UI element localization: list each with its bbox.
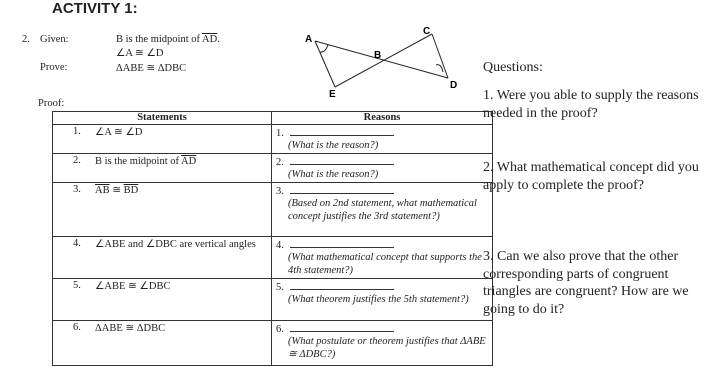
given-2: ∠A ≅ ∠D [116, 48, 164, 59]
prove: ΔABE ≅ ΔDBC [116, 63, 187, 74]
given-text: B is the midpoint of [116, 34, 200, 45]
questions-title: Questions: [483, 60, 543, 75]
blank [289, 155, 394, 165]
statement: ∠ABE and ∠DBC are vertical angles [77, 238, 267, 251]
problem-number: 2. [22, 34, 30, 45]
reason-line: 4. [276, 238, 488, 251]
hint: (Based on 2nd statement, what mathematic… [288, 198, 477, 222]
question: 3. Can we also prove that the other corr… [483, 249, 689, 317]
reason-line: 3. [276, 184, 488, 197]
statement: B is the midpoint of AD [77, 155, 267, 168]
header: Statements [52, 111, 272, 125]
blank [289, 238, 394, 248]
label: C [423, 26, 430, 37]
statement-cell: 6. ΔABE ≅ ΔDBC [52, 320, 272, 366]
hint: (What theorem justifies the 5th statemen… [288, 294, 469, 305]
reason-cell: 6. (What postulate or theorem justifies t… [271, 320, 493, 366]
hint: (What mathematical concept that supports… [288, 252, 482, 276]
label: B [374, 50, 381, 61]
proof-table: Statements Reasons 1. ∠A ≅ ∠D 1. (What is th… [52, 111, 493, 366]
segment: AD [202, 34, 218, 45]
title: ACTIVITY 1: [52, 0, 138, 17]
reason-line: 6. [276, 322, 488, 335]
blank [289, 184, 394, 194]
blank [289, 322, 394, 332]
segment: BD [123, 185, 139, 196]
statement-cell: 5. ∠ABE ≅ ∠DBC [52, 278, 272, 321]
label: A [305, 34, 312, 45]
statement-cell: 1. ∠A ≅ ∠D [52, 124, 272, 154]
connector: ≅ [112, 185, 122, 196]
diagram: A B C D E [305, 26, 457, 100]
row-number: 3. [73, 184, 81, 195]
given-label: Given: [40, 34, 69, 45]
reason-cell: 4. (What mathematical concept that suppor… [271, 236, 493, 279]
reason-line: 5. [276, 280, 488, 293]
given-1: B is the midpoint of AD. [116, 34, 220, 45]
reason-number: 2. [276, 157, 284, 168]
question: 2. What mathematical concept did you app… [483, 160, 699, 193]
label: E [329, 89, 336, 100]
segment: AB [95, 185, 110, 196]
row-number: 5. [73, 280, 81, 291]
reason-cell: 2. (What is the reason?) [271, 153, 493, 183]
hint: (What is the reason?) [288, 169, 379, 180]
statement-cell: 4. ∠ABE and ∠DBC are vertical angles [52, 236, 272, 279]
blank [289, 280, 394, 290]
reason-number: 4. [276, 240, 284, 251]
reason-number: 6. [276, 324, 284, 335]
statement: ∠ABE ≅ ∠DBC [77, 280, 267, 293]
row: 5. ∠ABE ≅ ∠DBC 5. (What theorem justifies t… [52, 278, 493, 321]
blank [289, 126, 394, 136]
statement-text: B is the midpoint of [95, 156, 179, 167]
header: Reasons [271, 111, 493, 125]
segment: AD [181, 156, 197, 167]
reason-number: 3. [276, 186, 284, 197]
question: 1. Were you able to supply the reasons n… [483, 88, 699, 121]
reason-line: 2. [276, 155, 488, 168]
statement-cell: 2. B is the midpoint of AD [52, 153, 272, 183]
statement-text: ΔABE ≅ ΔDBC [95, 323, 166, 334]
reason-cell: 5. (What theorem justifies the 5th statem… [271, 278, 493, 321]
label: D [450, 80, 457, 91]
row: 1. ∠A ≅ ∠D 1. (What is the reason?) [52, 124, 493, 154]
row-number: 1. [73, 126, 81, 137]
row: 3. AB ≅ BD 3. (Based on 2nd statement, wha… [52, 182, 493, 237]
reason-number: 1. [276, 128, 284, 139]
statement-text: ∠ABE and ∠DBC are vertical angles [95, 239, 256, 250]
reason-cell: 3. (Based on 2nd statement, what mathemat… [271, 182, 493, 237]
statement-text: ∠ABE ≅ ∠DBC [95, 281, 171, 292]
row-number: 4. [73, 238, 81, 249]
row: 4. ∠ABE and ∠DBC are vertical angles 4. (Wh… [52, 236, 493, 279]
statement-cell: 3. AB ≅ BD [52, 182, 272, 237]
row: 2. B is the midpoint of AD 2. (What is the … [52, 153, 493, 183]
statement: AB ≅ BD [77, 184, 267, 197]
statement: ΔABE ≅ ΔDBC [77, 322, 267, 335]
row-number: 2. [73, 155, 81, 166]
row: 6. ΔABE ≅ ΔDBC 6. (What postulate or theore… [52, 320, 493, 366]
statement: ∠A ≅ ∠D [77, 126, 267, 139]
reason-cell: 1. (What is the reason?) [271, 124, 493, 154]
hint: (What is the reason?) [288, 140, 379, 151]
proof-label: Proof: [38, 98, 65, 109]
reason-line: 1. [276, 126, 488, 139]
row-number: 6. [73, 322, 81, 333]
reason-number: 5. [276, 282, 284, 293]
prove-label: Prove: [40, 62, 68, 73]
hint: (What postulate or theorem justifies tha… [288, 336, 486, 360]
statement-text: ∠A ≅ ∠D [95, 127, 143, 138]
